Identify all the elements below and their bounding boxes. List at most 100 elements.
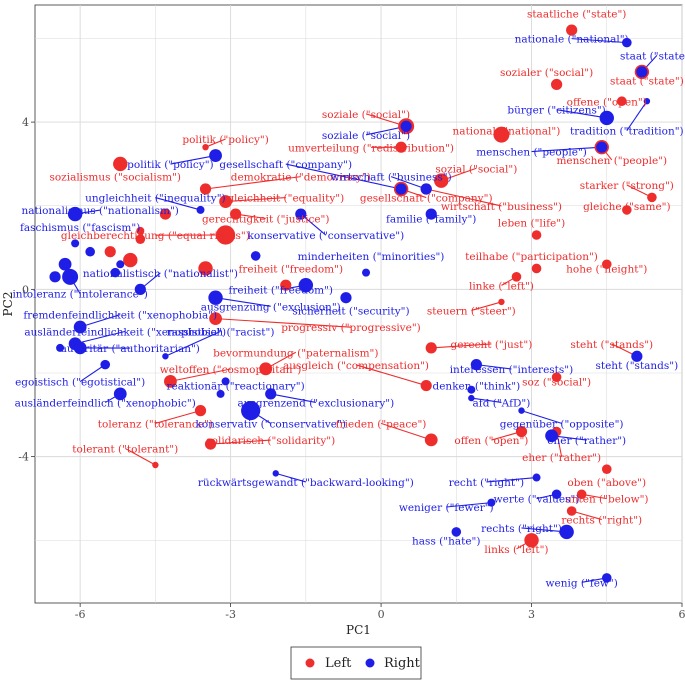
- point-right: [487, 498, 496, 507]
- point-right: [468, 394, 475, 402]
- point-right: [241, 401, 261, 421]
- point-left: [159, 208, 172, 220]
- point-label-left: weltoffen ("cosmopolitan"): [160, 364, 302, 376]
- point-label-right: rückwärtsgewandt ("backward-looking"): [198, 477, 414, 489]
- point-label-right: soziale ("social"): [322, 130, 410, 142]
- point-label-left: eher ("rather"): [522, 452, 601, 464]
- point-label-right: nationale ("national"): [515, 34, 629, 46]
- point-right: [467, 385, 476, 394]
- connector-left: [210, 439, 271, 445]
- connector-right: [471, 397, 502, 403]
- point-left: [576, 489, 587, 500]
- point-label-left: freiheit ("freedom"): [239, 264, 344, 276]
- point-label-right: ausländerfeindlichkeit ("xenophobia"): [24, 326, 226, 338]
- point-right: [58, 257, 72, 271]
- point-label-left: gesellschaft ("company"): [360, 193, 493, 205]
- x-tick-label: -3: [225, 608, 236, 621]
- point-label-right: intoleranz ("intolerance"): [12, 289, 147, 301]
- point-right: [631, 350, 643, 362]
- point-label-right: menschen ("people"): [476, 147, 587, 159]
- point-right: [551, 489, 562, 500]
- x-tick-label: 6: [679, 608, 685, 621]
- point-right: [100, 359, 111, 370]
- point-label-left: progressiv ("progressive"): [281, 322, 421, 334]
- y-tick-label: 4: [22, 116, 29, 129]
- point-label-right: egoistisch ("egotistical"): [15, 377, 145, 389]
- point-left: [123, 252, 138, 268]
- point-label-right: ungleichheit ("inequality"): [85, 193, 226, 205]
- point-left: [601, 464, 612, 474]
- point-left: [601, 259, 612, 270]
- connector-left: [205, 176, 301, 190]
- point-left: [259, 362, 273, 376]
- point-label-left: unten ("below"): [565, 494, 649, 506]
- point-right: [73, 341, 87, 355]
- point-left: [395, 141, 407, 153]
- point-label-right: weniger ("fewer"): [399, 502, 494, 514]
- point-label-left: ausgleich ("compensation"): [283, 360, 429, 372]
- point-label-left: steht ("stands"): [570, 339, 653, 351]
- point-label-left: national ("national"): [453, 126, 561, 138]
- point-label-left: starker ("strong"): [580, 180, 674, 192]
- connector-left: [215, 318, 352, 328]
- point-label-right: rassistisch ("racist"): [167, 326, 275, 338]
- point-label-right: freiheit ("freedom"): [228, 285, 333, 297]
- point-right: [362, 268, 371, 277]
- connector-left: [426, 188, 502, 207]
- point-right: [113, 387, 127, 401]
- connector-right: [155, 197, 201, 211]
- point-right: [56, 343, 65, 352]
- point-right: [425, 208, 437, 220]
- point-label-left: offene ("open"): [567, 96, 647, 108]
- point-right: [295, 208, 307, 220]
- point-left: [515, 425, 528, 438]
- point-right: [400, 120, 412, 132]
- point-right: [110, 267, 121, 278]
- point-label-left: linke ("left"): [469, 280, 534, 292]
- connector-right: [446, 502, 492, 508]
- point-right: [272, 470, 279, 477]
- connector-right: [521, 410, 562, 424]
- point-right: [85, 246, 95, 257]
- point-label-left: staatliche ("state"): [527, 9, 626, 21]
- connector-right: [390, 176, 427, 190]
- x-tick-label: -6: [75, 608, 86, 621]
- point-label-right: autoritär ("authoritarian"): [61, 343, 200, 355]
- connector-left: [355, 364, 427, 387]
- y-axis-title: PC2: [1, 292, 15, 317]
- point-label-left: gerechtigkeit ("justice"): [202, 213, 330, 225]
- connector-right: [476, 364, 512, 370]
- point-right: [298, 277, 314, 293]
- point-label-left: rechts ("right"): [561, 515, 642, 527]
- grid-lines: [35, 5, 683, 603]
- point-label-right: politik ("policy"): [127, 159, 213, 171]
- connector-left: [170, 368, 231, 382]
- point-right: [451, 527, 462, 537]
- point-right: [420, 183, 432, 195]
- point-right: [250, 251, 261, 261]
- point-label-left: gleichheit ("equality"): [227, 193, 344, 205]
- connector-right: [74, 330, 126, 345]
- point-label-left: soziale ("social"): [322, 109, 410, 121]
- connector-right: [571, 38, 627, 44]
- point-label-right: ausgrenzung ("exclusion"): [201, 301, 341, 313]
- point-label-right: gesellschaft ("company"): [219, 159, 352, 171]
- point-right: [221, 377, 230, 386]
- point-label-right: nationalismus ("nationalism"): [22, 205, 179, 217]
- point-label-right: eher ("rather"): [547, 435, 626, 447]
- connector-left: [225, 196, 286, 203]
- point-right: [209, 149, 222, 162]
- connector-left: [380, 422, 432, 441]
- y-tick-label: 0: [22, 283, 29, 296]
- point-right: [601, 573, 612, 583]
- point-right: [395, 183, 407, 195]
- point-left: [524, 533, 539, 548]
- point-right: [559, 524, 574, 540]
- point-left: [647, 192, 657, 203]
- point-left: [113, 156, 128, 172]
- point-left: [230, 208, 242, 220]
- point-right: [216, 389, 225, 398]
- point-right: [470, 359, 482, 371]
- point-label-left: bevormundung ("paternalism"): [213, 347, 378, 359]
